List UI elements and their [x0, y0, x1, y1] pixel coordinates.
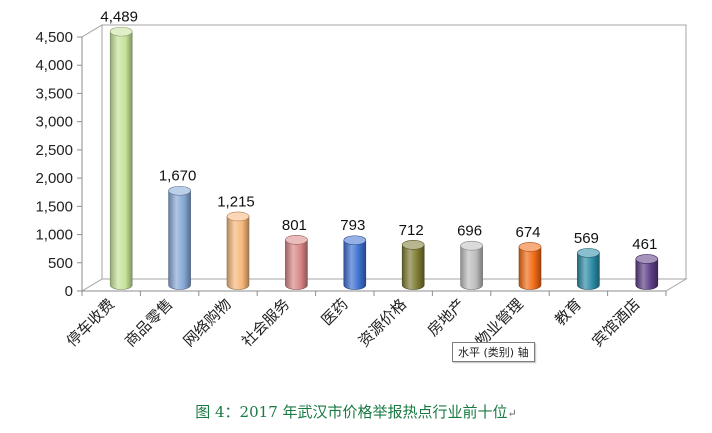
bar: [401, 240, 425, 290]
y-tick-label: 4,500: [35, 29, 73, 46]
bar: [518, 242, 542, 290]
y-tick-label: 2,000: [35, 170, 73, 187]
bar-top: [460, 240, 483, 251]
y-tick-label: 3,000: [35, 114, 73, 131]
bar: [635, 254, 659, 290]
category-label: 宾馆酒店: [588, 295, 643, 350]
data-label: 1,670: [159, 168, 197, 185]
category-label: 资源价格: [355, 295, 410, 350]
data-label: 696: [457, 223, 482, 240]
bar: [285, 234, 308, 290]
bar-body: [460, 245, 483, 290]
category-label: 商品零售: [121, 295, 176, 350]
bar-body: [401, 244, 425, 290]
bar-body: [577, 252, 600, 290]
bar-top: [109, 26, 133, 37]
bar-top: [577, 248, 600, 258]
bar: [168, 185, 191, 290]
bar-chart: 0 500 1,000 1,500 2,000 2,500 3,000 3,500 4,000 4…: [35, 9, 688, 350]
data-label: 801: [282, 217, 307, 234]
x-axis-category-labels: 停车收费 商品零售 网络购物 社会服务 医药 资源价格 房地产 物业管理 教育 宾馆酒店: [63, 295, 644, 350]
bar: [460, 240, 483, 290]
bar-body: [518, 246, 542, 290]
category-label: 停车收费: [63, 295, 118, 350]
figure-caption: 图 4：2017 年武汉市价格举报热点行业前十位↵: [0, 401, 712, 422]
y-tick-label: 0: [65, 283, 73, 300]
side-wall: [81, 24, 103, 292]
bar: [577, 248, 600, 290]
data-label: 569: [574, 230, 599, 247]
bar-top: [226, 211, 250, 222]
axis-tooltip: 水平 (类别) 轴: [452, 342, 535, 362]
bar-top: [343, 235, 367, 246]
bar: [109, 26, 133, 290]
data-labels: 4,489 1,670 1,215 801 793 712 696 674 569 461: [100, 9, 657, 253]
bar-body: [343, 239, 367, 290]
category-label: 房地产: [424, 295, 469, 340]
y-axis-tick-labels: 0 500 1,000 1,500 2,000 2,500 3,000 3,500 4,000 4…: [35, 29, 73, 300]
y-tick-label: 500: [48, 255, 73, 272]
caption-text: 图 4：2017 年武汉市价格举报热点行业前十位: [195, 403, 508, 421]
y-tick-label: 1,000: [35, 227, 73, 244]
bar-body: [285, 239, 308, 290]
bar-top: [168, 185, 191, 196]
category-label: 教育: [551, 295, 585, 329]
data-label: 4,489: [100, 9, 138, 26]
bars: [109, 26, 659, 290]
bar-top: [285, 234, 308, 245]
bar-body: [635, 258, 659, 290]
y-tick-label: 2,500: [35, 142, 73, 159]
bar-body: [168, 190, 191, 290]
bar: [343, 235, 367, 290]
bar-body: [109, 31, 133, 290]
return-mark: ↵: [507, 407, 517, 420]
category-label: 网络购物: [180, 295, 235, 350]
data-label: 461: [632, 236, 657, 253]
y-tick-label: 3,500: [35, 85, 73, 102]
y-tick-label: 1,500: [35, 198, 73, 215]
category-label: 社会服务: [238, 295, 293, 350]
bar: [226, 211, 250, 290]
data-label: 712: [399, 222, 424, 239]
bar-top: [518, 242, 542, 252]
bar-top: [635, 254, 659, 264]
data-label: 793: [340, 217, 365, 234]
data-label: 1,215: [217, 193, 255, 210]
bar-body: [226, 216, 250, 290]
category-label: 医药: [318, 295, 352, 329]
y-tick-label: 4,000: [35, 57, 73, 74]
bar-top: [401, 240, 425, 250]
data-label: 674: [515, 224, 540, 241]
